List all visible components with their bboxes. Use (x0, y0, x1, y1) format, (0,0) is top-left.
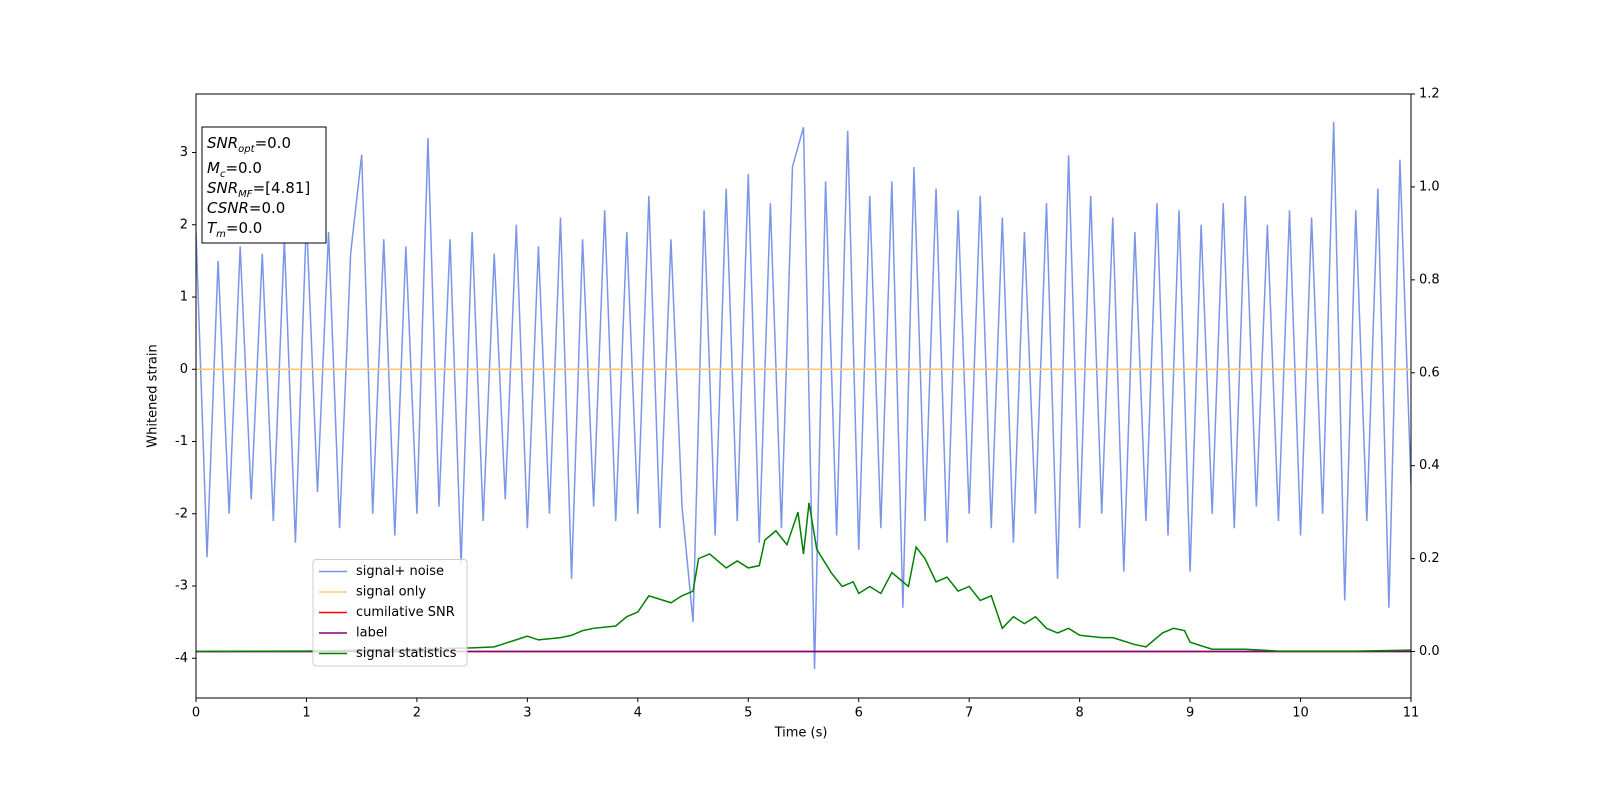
info-line: Mc=0.0 (207, 159, 262, 180)
info-value: =0.0 (249, 199, 285, 217)
y-tick-label: 0 (180, 362, 188, 377)
y2-tick-label: 1.0 (1419, 179, 1440, 194)
info-value: =0.0 (226, 219, 262, 237)
x-tick-label: 8 (1075, 706, 1083, 721)
info-value: =0.0 (225, 159, 261, 177)
info-subscript: c (220, 169, 226, 180)
x-axis-label: Time (s) (774, 726, 828, 741)
x-tick-label: 10 (1292, 706, 1309, 721)
x-tick-label: 0 (192, 706, 200, 721)
legend-label: signal statistics (356, 646, 457, 661)
info-symbol: M (207, 159, 220, 177)
y-tick-label: -1 (175, 434, 188, 449)
info-subscript: MF (238, 189, 253, 200)
x-tick-label: 7 (965, 706, 973, 721)
series-line (196, 122, 1411, 670)
info-symbol: SNR (207, 134, 238, 152)
info-subscript: opt (238, 144, 255, 155)
y2-tick-label: 0.0 (1419, 644, 1440, 659)
x-tick-label: 5 (744, 706, 752, 721)
x-tick-label: 3 (523, 706, 531, 721)
legend-label: signal only (356, 585, 426, 600)
info-value: =[4.81] (253, 179, 311, 197)
y-tick-label: 3 (180, 145, 188, 160)
info-value: =0.0 (255, 134, 291, 152)
info-subscript: m (216, 229, 226, 240)
y2-tick-label: 0.4 (1419, 458, 1440, 473)
y-tick-label: -2 (175, 506, 188, 521)
info-box: SNRopt=0.0Mc=0.0SNRMF=[4.81]CSNR=0.0Tm=0… (201, 126, 327, 244)
info-line: SNRopt=0.0 (207, 134, 291, 155)
y2-tick-label: 0.6 (1419, 365, 1440, 380)
info-symbol: SNR (207, 179, 238, 197)
y-tick-label: -4 (175, 651, 188, 666)
legend-frame (312, 559, 468, 667)
x-tick-label: 4 (634, 706, 642, 721)
legend-label: cumilative SNR (356, 605, 455, 620)
legend: signal+ noise signal only cumilative SNR la… (312, 559, 468, 667)
y2-tick-label: 1.2 (1419, 87, 1440, 102)
x-tick-label: 11 (1403, 706, 1420, 721)
y-tick-label: 2 (180, 217, 188, 232)
x-tick-label: 1 (302, 706, 310, 721)
y-tick-label: 1 (180, 290, 188, 305)
plot-frame (195, 93, 1412, 699)
x-tick-label: 6 (855, 706, 863, 721)
info-box-frame (201, 126, 327, 244)
y-axis-label: Whitened strain (146, 344, 161, 447)
info-line: SNRMF=[4.81] (207, 179, 310, 200)
y2-tick-label: 0.2 (1419, 551, 1440, 566)
legend-label: signal+ noise (356, 564, 444, 579)
info-symbol: T (207, 219, 218, 237)
series-line (196, 502, 1411, 653)
y2-tick-label: 0.8 (1419, 272, 1440, 287)
x-tick-label: 2 (413, 706, 421, 721)
info-line: Tm=0.0 (207, 219, 262, 240)
info-line: CSNR=0.0 (207, 199, 285, 217)
info-symbol: CSNR (207, 199, 249, 217)
legend-label: label (356, 626, 387, 641)
y-tick-label: -3 (175, 579, 188, 594)
x-tick-label: 9 (1186, 706, 1194, 721)
